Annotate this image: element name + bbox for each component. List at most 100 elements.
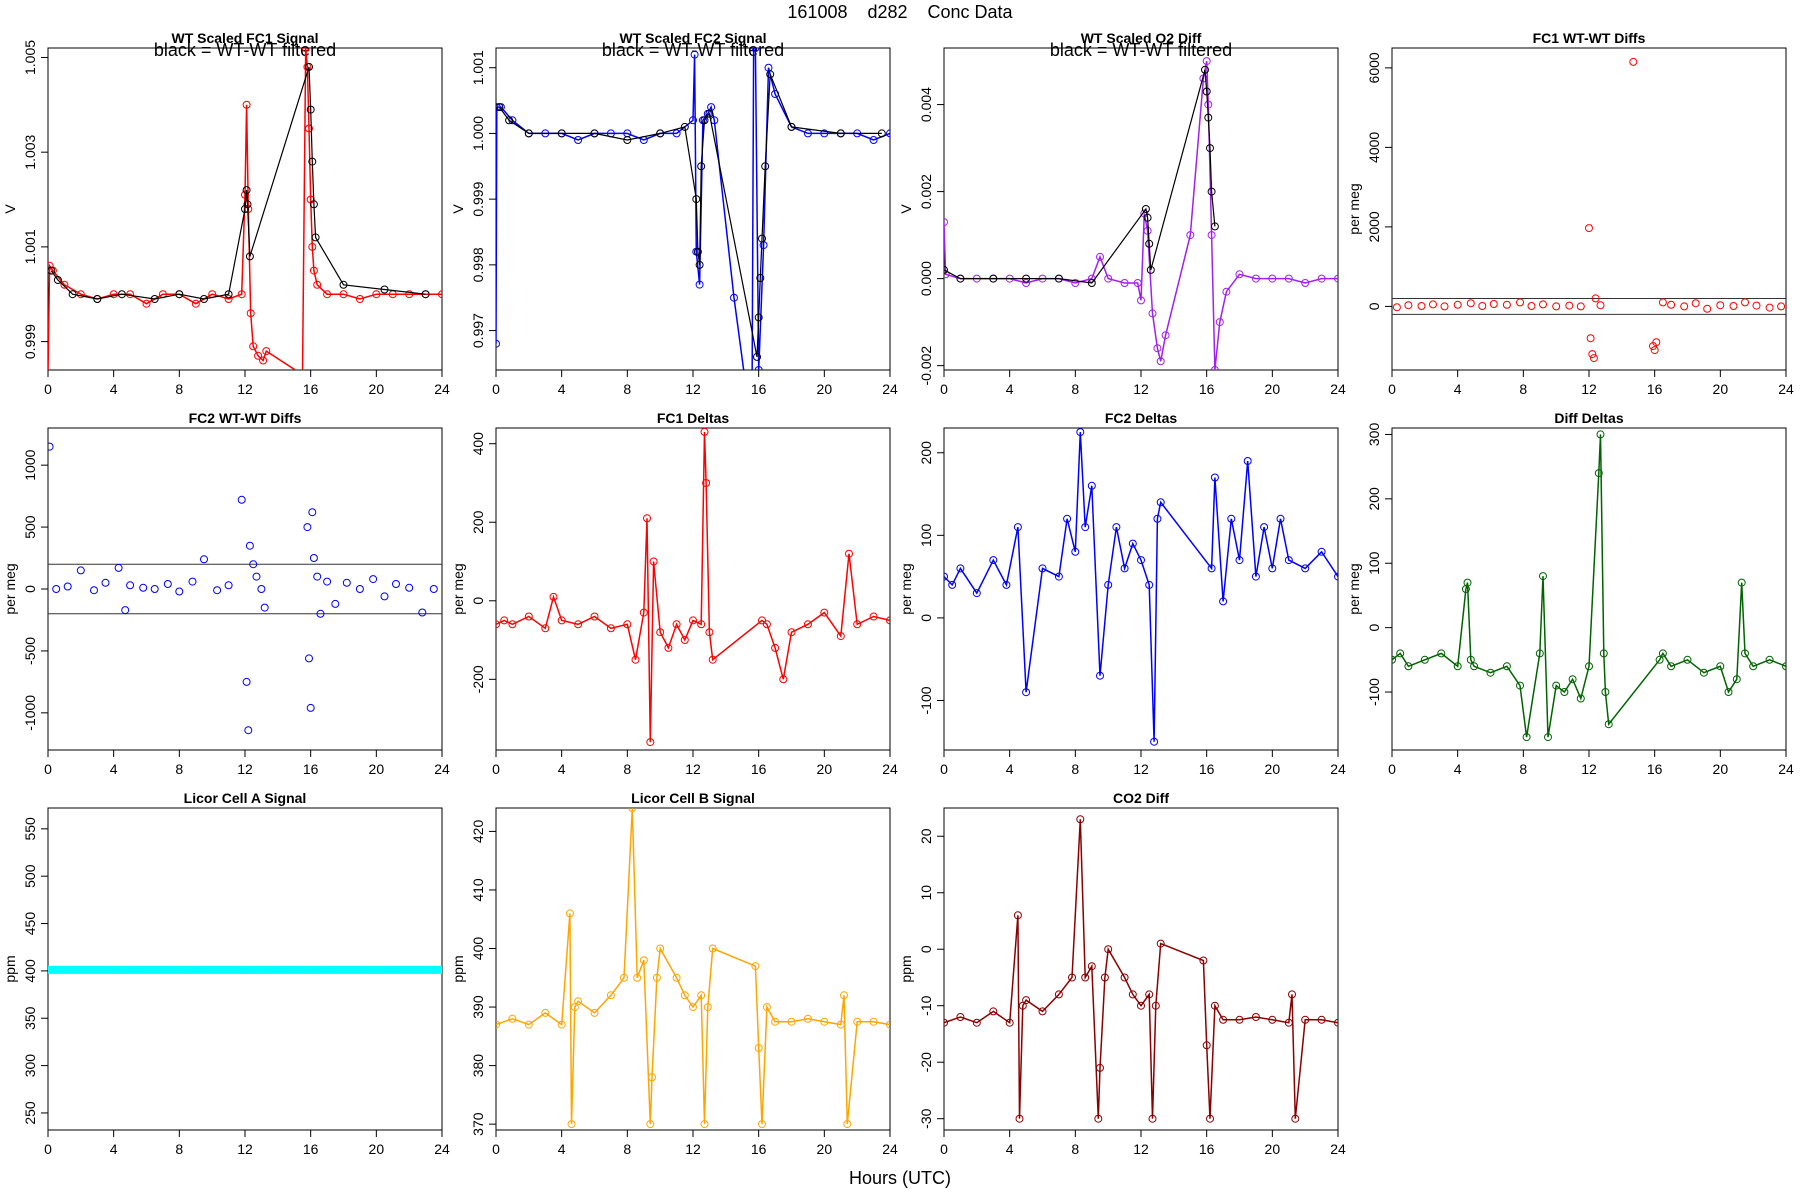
- data-point-wt-wt-filtered: [524, 129, 533, 138]
- data-point-signal: [1120, 279, 1129, 287]
- data-point-deltas: [1737, 578, 1746, 587]
- y-tick-label: 100: [1366, 551, 1382, 575]
- data-point-deltas: [1522, 733, 1531, 742]
- series-line-signal: [944, 60, 1338, 370]
- data-point-wt-wt-filtered: [306, 105, 315, 114]
- x-axis-title: Hours (UTC): [849, 1168, 951, 1188]
- data-point-deltas: [1552, 681, 1561, 690]
- x-tick-label: 8: [1071, 1141, 1079, 1157]
- data-point-diffs: [1589, 354, 1598, 363]
- y-tick-label: 300: [22, 1054, 38, 1078]
- data-point-deltas: [1243, 457, 1252, 465]
- x-tick-label: 20: [1265, 381, 1281, 397]
- data-point-deltas: [656, 628, 665, 637]
- data-point-diffs: [342, 578, 351, 587]
- data-point-deltas: [1749, 662, 1758, 671]
- data-point-wt-wt-filtered: [944, 265, 948, 274]
- panel-title: FC2 Deltas: [1105, 410, 1178, 426]
- data-point-deltas: [1539, 572, 1547, 581]
- data-point-diffs: [405, 583, 414, 592]
- x-tick-label: 8: [623, 381, 631, 397]
- data-point-signal: [869, 136, 878, 144]
- x-tick-label: 16: [1199, 1141, 1215, 1157]
- data-point-deltas: [820, 608, 829, 617]
- chart-panel-fc1-deltas: FC1 Deltas 0 4 8 12 16 20 24 -200 0 200 400 per meg: [450, 410, 898, 777]
- plot-area: [1392, 430, 1786, 742]
- data-point-wt-wt-filtered: [1201, 65, 1209, 74]
- data-point-deltas: [1219, 597, 1228, 606]
- data-point-diffs: [1516, 298, 1524, 307]
- data-point-deltas: [549, 592, 558, 601]
- data-point-wt-wt-filtered: [308, 157, 317, 166]
- panel-title: WT Scaled O2 Diff: [1081, 30, 1202, 46]
- data-point-cell-b: [606, 991, 615, 1000]
- data-point-signal: [1222, 287, 1231, 296]
- x-tick-label: 20: [1713, 761, 1729, 777]
- data-point-deltas: [1251, 572, 1260, 581]
- y-tick-label: 6000: [1366, 52, 1382, 83]
- data-point-wt-wt-filtered: [695, 260, 704, 269]
- y-tick-label: 1.000: [470, 116, 486, 151]
- data-point-deltas: [1276, 514, 1285, 523]
- data-point-signal: [262, 347, 271, 356]
- data-point-wt-wt-filtered: [656, 129, 665, 138]
- data-point-deltas: [1470, 662, 1479, 671]
- x-tick-label: 20: [817, 1141, 833, 1157]
- data-point-cell-b: [524, 1020, 533, 1029]
- x-tick-label: 4: [1006, 1141, 1014, 1157]
- data-point-cell-b: [803, 1014, 812, 1023]
- data-point-deltas: [1268, 564, 1277, 573]
- figure-title: 161008 d282 Conc Data: [787, 2, 1013, 22]
- data-point-signal: [1235, 270, 1244, 279]
- data-point-signal: [246, 309, 255, 318]
- x-tick-label: 4: [1006, 381, 1014, 397]
- data-point-diffs: [121, 606, 130, 615]
- data-point-co2-diff: [1156, 939, 1165, 948]
- data-point-diffs: [237, 495, 246, 504]
- y-tick-label: -100: [1366, 678, 1382, 706]
- data-point-co2-diff: [1317, 1015, 1326, 1024]
- y-tick-label: 0: [1366, 302, 1382, 310]
- data-point-deltas: [496, 620, 500, 629]
- data-point-deltas: [836, 632, 845, 641]
- data-point-wt-wt-filtered: [150, 295, 159, 303]
- y-tick-label: 420: [470, 820, 486, 844]
- data-point-diffs: [313, 572, 322, 581]
- y-tick-label: 500: [22, 864, 38, 888]
- x-tick-label: 20: [817, 381, 833, 397]
- data-point-signal: [803, 129, 812, 138]
- data-point-deltas: [771, 643, 780, 652]
- data-point-signal: [1268, 274, 1277, 283]
- data-point-signal: [820, 129, 829, 138]
- data-point-deltas: [1081, 523, 1090, 532]
- x-tick-label: 8: [1519, 761, 1527, 777]
- y-tick-label: 390: [470, 995, 486, 1019]
- data-point-signal: [1317, 274, 1326, 283]
- data-point-diffs: [1404, 301, 1413, 310]
- data-point-deltas: [1063, 514, 1072, 523]
- data-point-diffs: [418, 608, 427, 617]
- data-point-deltas: [1022, 688, 1031, 697]
- y-tick-label: 0.997: [470, 313, 486, 348]
- plot-area: [496, 808, 890, 1129]
- chart-panel-fc2-wt-wt-diffs: FC2 WT-WT Diffs 0 4 8 12 16 20 24 -1000 -500 0 500 1…: [2, 410, 450, 777]
- panel-title: Licor Cell B Signal: [631, 790, 755, 806]
- data-point-signal: [241, 190, 249, 199]
- data-point-deltas: [1466, 655, 1475, 664]
- data-point-signal: [309, 266, 318, 275]
- data-point-signal: [1022, 279, 1031, 287]
- plot-area: [944, 57, 1338, 370]
- data-point-diffs: [308, 508, 317, 517]
- x-tick-label: 0: [1388, 761, 1396, 777]
- data-point-signal: [339, 290, 348, 299]
- data-point-deltas: [972, 589, 981, 598]
- data-point-deltas: [1153, 514, 1162, 523]
- data-point-deltas: [1210, 473, 1219, 482]
- y-tick-label: -20: [918, 1052, 934, 1072]
- data-point-co2-diff: [1054, 990, 1063, 999]
- data-point-deltas: [1334, 572, 1338, 581]
- x-tick-label: 12: [1581, 381, 1597, 397]
- data-point-deltas: [649, 557, 658, 566]
- y-tick-label: 0: [1366, 624, 1382, 632]
